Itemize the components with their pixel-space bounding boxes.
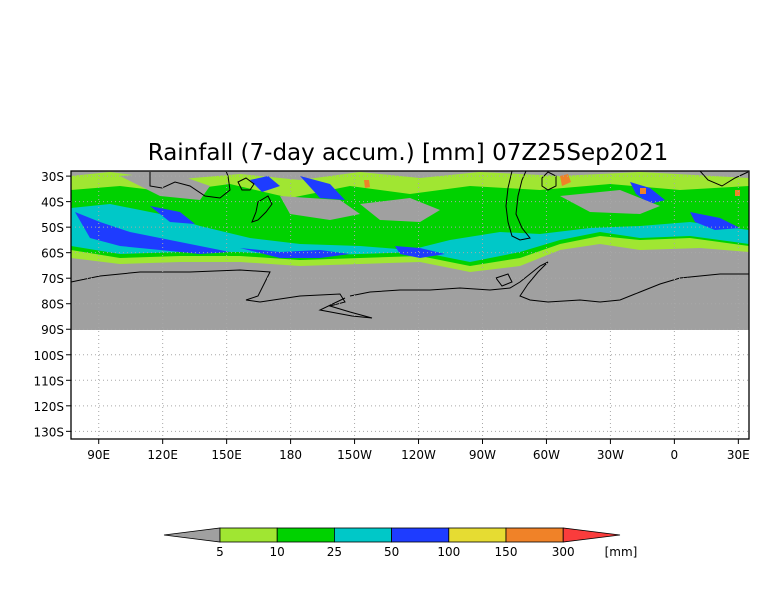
y-tick-label: 120S — [33, 400, 64, 414]
y-tick-label: 40S — [41, 196, 64, 210]
y-tick-label: 90S — [41, 323, 64, 337]
y-tick-label: 60S — [41, 247, 64, 261]
colorbar-level-label: 100 — [437, 545, 460, 559]
x-tick-label: 30E — [727, 448, 750, 462]
colorbar-level-label: 5 — [216, 545, 224, 559]
colorbar-level-label: 300 — [552, 545, 575, 559]
x-tick-label: 180 — [279, 448, 302, 462]
x-tick-label: 60W — [533, 448, 560, 462]
colorbar-segment — [219, 527, 278, 543]
chart-title: Rainfall (7-day accum.) [mm] 07Z25Sep202… — [148, 140, 669, 166]
y-tick-label: 130S — [33, 425, 64, 439]
y-tick-label: 70S — [41, 272, 64, 286]
colorbar-segment — [391, 527, 450, 543]
x-tick-label: 30W — [597, 448, 624, 462]
plot-frame — [70, 170, 750, 440]
colorbar-segment — [333, 527, 392, 543]
x-tick-label: 90W — [469, 448, 496, 462]
colorbar-segment — [448, 527, 507, 543]
y-tick-label: 110S — [33, 374, 64, 388]
x-tick-label: 90E — [87, 448, 110, 462]
x-tick-label: 150W — [337, 448, 372, 462]
colorbar-segment — [276, 527, 335, 543]
x-tick-label: 120W — [401, 448, 436, 462]
y-tick-label: 30S — [41, 170, 64, 184]
colorbar: 5 10 25 50 100 150 300 [mm] — [163, 527, 638, 559]
x-tick-label: 150E — [211, 448, 242, 462]
colorbar-level-label: 10 — [270, 545, 285, 559]
colorbar-segment-above — [562, 527, 621, 543]
colorbar-unit: [mm] — [605, 545, 638, 559]
x-axis: 90E 120E 150E 180 150W 120W 90W 60W 30W 0 30E — [87, 439, 750, 462]
y-axis: 30S 40S 50S 60S 70S 80S 90S 100S 110S 120S 130S — [33, 170, 71, 439]
colorbar-level-label: 25 — [327, 545, 342, 559]
y-tick-label: 80S — [41, 298, 64, 312]
colorbar-segment-below — [163, 527, 221, 543]
y-tick-label: 50S — [41, 221, 64, 235]
y-tick-label: 100S — [33, 349, 64, 363]
x-tick-label: 0 — [671, 448, 679, 462]
coastlines — [71, 171, 749, 319]
grid-lines — [71, 171, 749, 439]
colorbar-level-label: 150 — [495, 545, 518, 559]
colorbar-segment — [505, 527, 564, 543]
x-tick-label: 120E — [147, 448, 178, 462]
plot-area — [71, 171, 749, 439]
precipitation-field — [71, 172, 749, 272]
colorbar-level-label: 50 — [384, 545, 399, 559]
